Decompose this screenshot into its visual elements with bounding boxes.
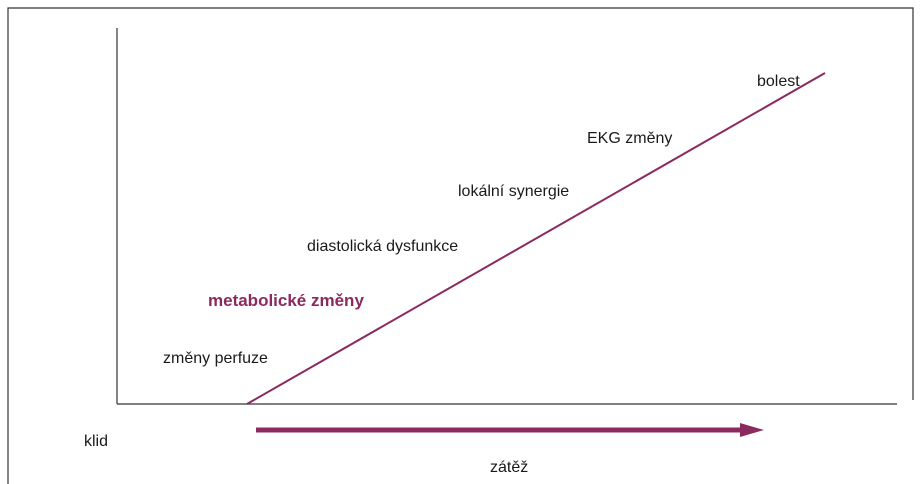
- cascade-line: [246, 72, 826, 405]
- stage-label: diastolická dysfunkce: [307, 238, 458, 255]
- axis-end-label: zátěž: [490, 459, 528, 476]
- stage-label: bolest: [757, 73, 800, 90]
- frame: [7, 7, 914, 484]
- stage-label-highlight: metabolické změny: [208, 291, 364, 310]
- stage-label: lokální synergie: [458, 183, 569, 200]
- axis-start-label: klid: [84, 433, 108, 450]
- arrow-head: [740, 423, 764, 437]
- stage-label: změny perfuze: [163, 350, 268, 367]
- stage-label: EKG změny: [587, 130, 672, 147]
